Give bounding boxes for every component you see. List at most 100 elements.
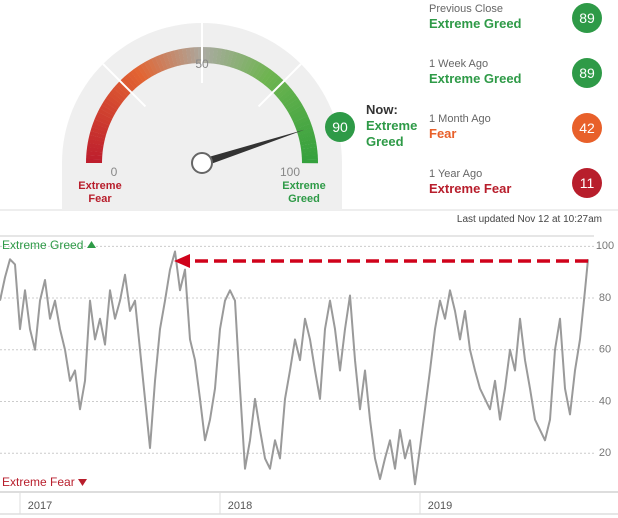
gauge-band: [166, 51, 175, 68]
gauge-band: [189, 47, 196, 64]
gauge-band: [286, 101, 303, 114]
gauge-band: [87, 142, 104, 150]
gauge-band: [299, 134, 316, 143]
gauge-band: [268, 76, 283, 92]
gauge-band: [257, 66, 271, 83]
gauge-band: [87, 138, 105, 146]
gauge-band: [229, 51, 239, 68]
gauge-band: [254, 64, 268, 81]
gauge-band: [130, 69, 144, 85]
gauge-band: [94, 115, 111, 126]
gauge-band: [91, 123, 109, 133]
gauge-band: [260, 69, 274, 85]
history-rating: Extreme Greed: [429, 71, 522, 86]
gauge-band: [278, 88, 294, 102]
down-icon: [78, 479, 88, 486]
gauge-band: [137, 64, 150, 81]
gauge-band: [299, 138, 317, 146]
gauge-band: [147, 58, 159, 75]
gauge-band: [226, 50, 235, 67]
gauge-band: [103, 97, 120, 111]
gauge-band: [127, 71, 141, 87]
greed-label: Extreme Greed: [2, 238, 96, 252]
gauge-band: [301, 150, 318, 157]
gauge-tick-label: 50: [195, 57, 209, 71]
gauge-band: [105, 94, 122, 108]
gauge-band: [245, 58, 257, 75]
up-icon: [86, 241, 96, 248]
gauge-band: [113, 85, 128, 99]
history-rating: Extreme Greed: [429, 16, 522, 31]
gauge-band: [288, 105, 305, 117]
history-rating: Extreme Fear: [429, 181, 512, 196]
gauge-band: [263, 71, 277, 87]
gauge-band: [151, 56, 162, 74]
gauge-band: [280, 91, 296, 105]
gauge-band: [205, 47, 211, 64]
history-value: 11: [572, 168, 602, 198]
gauge-band: [181, 48, 189, 65]
gauge-band: [266, 74, 280, 89]
gauge-band: [173, 49, 182, 66]
now-value: 90: [325, 112, 355, 142]
gauge-band: [301, 154, 318, 160]
history-label: 1 Week Ago: [429, 58, 489, 70]
gauge-band: [170, 50, 178, 67]
history-value: 42: [572, 113, 602, 143]
gauge-tick-label: 100: [280, 165, 300, 179]
gauge-band: [222, 49, 231, 67]
gauge-band: [110, 88, 126, 102]
gauge-band: [294, 119, 312, 129]
gauge-band: [219, 48, 227, 66]
history-rating: Fear: [429, 126, 457, 141]
arrow-head: [174, 254, 190, 268]
gauge-divider: [102, 63, 147, 108]
y-tick-label: 40: [599, 395, 611, 407]
gauge-background: [62, 23, 342, 210]
gauge-band: [88, 134, 106, 143]
gauge-band: [86, 158, 103, 163]
x-tick-label: 2019: [428, 500, 452, 512]
gauge-band: [193, 47, 199, 64]
gauge-band: [282, 94, 299, 108]
fear-text: Extreme Fear: [2, 475, 75, 489]
gauge-band: [185, 47, 192, 64]
gauge-band: [108, 91, 124, 105]
y-tick-label: 60: [599, 344, 611, 356]
gauge-band: [144, 60, 156, 77]
history-label: 1 Month Ago: [429, 113, 491, 125]
gauge-band: [202, 47, 207, 64]
gauge-band: [301, 146, 318, 153]
gauge-band: [154, 55, 165, 72]
gauge-high-label: Extreme Greed: [282, 180, 326, 205]
gauge-band: [297, 127, 314, 136]
gauge-hub: [191, 152, 213, 174]
gauge-band: [295, 123, 313, 133]
gauge-band: [86, 146, 103, 153]
gauge-band: [133, 66, 147, 83]
gauge-band: [121, 76, 136, 92]
gauge-band: [273, 82, 289, 97]
gauge-band: [162, 52, 172, 70]
now-rating: Extreme Greed: [366, 118, 418, 149]
gauge-divider: [257, 63, 302, 108]
y-tick-label: 20: [599, 447, 611, 459]
gauge-band: [158, 53, 168, 71]
gauge-band: [86, 154, 103, 160]
history-value: 89: [572, 3, 602, 33]
y-tick-label: 100: [596, 240, 614, 252]
gauge-band: [239, 55, 250, 72]
gauge-band: [290, 108, 307, 120]
y-tick-label: 80: [599, 292, 611, 304]
gauge-band: [96, 111, 113, 123]
x-tick-label: 2017: [28, 500, 52, 512]
last-updated: Last updated Nov 12 at 10:27am: [456, 214, 602, 225]
gauge-tick-label: 0: [111, 165, 118, 179]
gauge-band: [293, 115, 310, 126]
line: [0, 250, 589, 486]
gauge-band: [140, 62, 153, 79]
gauge-band: [99, 104, 116, 117]
greed-text: Extreme Greed: [2, 238, 84, 252]
